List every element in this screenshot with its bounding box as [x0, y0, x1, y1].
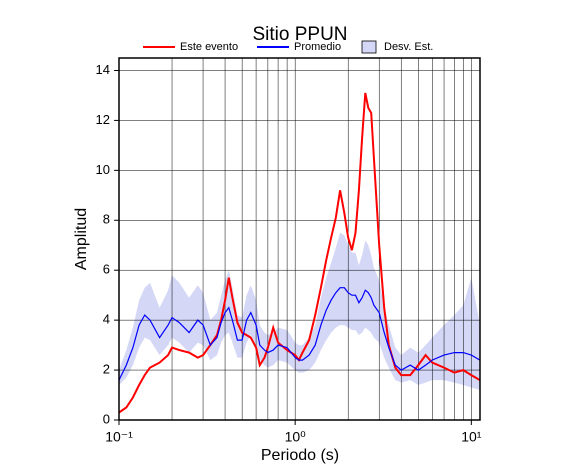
y-tick-label: 8 [103, 212, 110, 227]
series-line [118, 287, 481, 381]
y-axis-label: Amplitud [73, 208, 90, 270]
x-tick-label: 10⁰ [285, 429, 307, 445]
legend-swatch [361, 40, 377, 54]
std-band [119, 232, 480, 390]
y-tick-label: 0 [103, 411, 110, 426]
legend-label: Desv. Est. [384, 41, 433, 53]
legend-label: Promedio [294, 41, 341, 53]
x-axis-label: Periodo (s) [261, 447, 339, 464]
chart-title: Sitio PPUN [252, 24, 347, 45]
x-tick-label: 10⁻¹ [105, 429, 133, 445]
y-tick-label: 10 [96, 162, 110, 177]
y-tick-label: 4 [103, 312, 110, 327]
x-tick-label: 10¹ [461, 429, 482, 445]
y-tick-label: 12 [96, 112, 110, 127]
legend-label: Este evento [180, 41, 238, 53]
y-tick-label: 6 [103, 262, 110, 277]
y-tick-label: 14 [96, 62, 110, 77]
plot-frame [118, 57, 481, 421]
y-tick-label: 2 [103, 362, 110, 377]
